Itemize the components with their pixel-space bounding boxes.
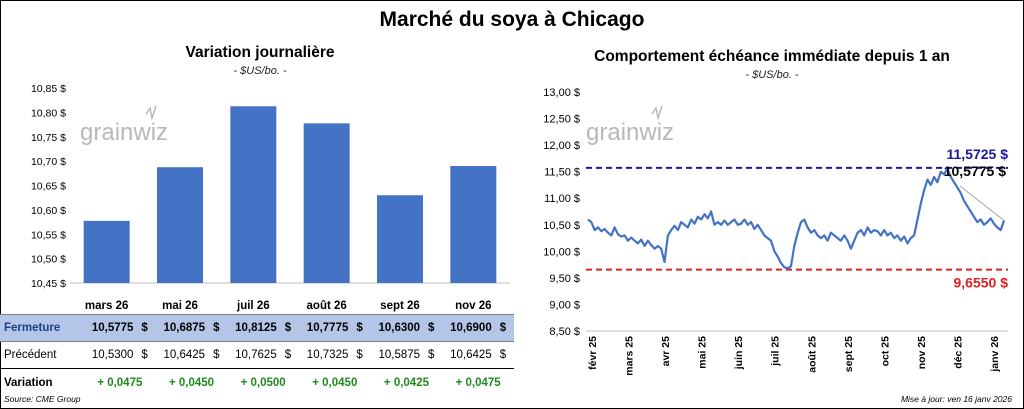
y-tick-label: 10,50 $: [543, 220, 580, 232]
low-label: 9,6550 $: [954, 275, 1009, 291]
x-tick-label: nov 26: [455, 300, 491, 312]
table-cell: 10,6875 $: [155, 314, 228, 342]
bar: [83, 220, 130, 283]
y-tick-label: 10,65 $: [31, 181, 66, 193]
row-label: Fermeture: [0, 314, 84, 342]
y-tick-label: 10,45 $: [31, 278, 66, 290]
logo-mark: [145, 105, 157, 121]
bar: [303, 123, 350, 283]
table-cell: + 0,0450: [155, 368, 228, 396]
y-tick-label: 10,75 $: [31, 132, 66, 144]
x-tick-label: avr 25: [660, 336, 672, 367]
x-tick-label: mars 26: [85, 300, 128, 312]
table-cell: 10,7625 $: [235, 349, 292, 361]
table-cell: + 0,0475: [442, 368, 514, 396]
y-tick-label: 10,60 $: [31, 205, 66, 217]
y-tick-label: 13,00 $: [543, 87, 580, 99]
bar: [450, 166, 497, 283]
line-chart: grainwiz 8,50 $ 9,00 $ 9,50 $ 10,00 $ 10,50 $…: [543, 87, 1009, 376]
x-tick-label: juil 26: [236, 300, 270, 312]
table-row-previous: Précédent 10,5300 $ 10,6425 $ 10,7625 $ 10,…: [0, 342, 514, 369]
x-tick-label: mai 26: [162, 300, 198, 312]
table-cell: 10,6425 $: [450, 349, 507, 361]
y-tick-label: 12,00 $: [543, 140, 580, 152]
x-tick-label: juil 25: [770, 336, 782, 367]
source-note: Source: CME Group: [4, 394, 81, 404]
bar-chart-unit: - $US/bo. -: [233, 65, 287, 77]
x-tick-label: déc 25: [952, 336, 964, 369]
x-tick-label: sept 25: [843, 336, 855, 372]
y-tick-label: 10,70 $: [31, 156, 66, 168]
table-cell: 10,6300 $: [370, 314, 443, 342]
y-tick-label: 10,50 $: [31, 254, 66, 266]
table-cell: + 0,0500: [227, 368, 299, 396]
bar: [157, 167, 203, 283]
y-tick-label: 12,50 $: [543, 114, 580, 126]
x-tick-label: janv 26: [989, 336, 1001, 373]
last-value-leader: [959, 185, 1005, 221]
y-tick-label: 10,80 $: [31, 107, 66, 119]
table-cell: 10,5875 $: [378, 349, 435, 361]
table-cell: 10,5300 $: [91, 349, 148, 361]
y-tick-label: 10,00 $: [543, 246, 580, 258]
y-tick-label: 10,85 $: [31, 83, 66, 95]
y-tick-label: 9,00 $: [549, 299, 580, 311]
logo-mark: [651, 105, 663, 121]
table-cell: 10,8125 $: [227, 314, 299, 342]
table-cell: 10,7775 $: [298, 314, 371, 342]
table-cell: + 0,0450: [298, 368, 371, 396]
x-tick-label: oct 25: [879, 336, 891, 367]
table-row-close: Fermeture 10,5775 $ 10,6875 $ 10,8125 $ 10,…: [0, 314, 514, 342]
x-tick-label: mai 25: [697, 336, 709, 369]
price-table: Fermeture 10,5775 $ 10,6875 $ 10,8125 $ 10,…: [0, 314, 514, 396]
update-note: Mise à jour: ven 16 janv 2026: [900, 394, 1012, 404]
x-tick-label: févr 25: [587, 336, 599, 370]
bar: [230, 106, 277, 283]
table-cell: + 0,0425: [370, 368, 443, 396]
x-tick-label: juin 25: [733, 336, 745, 370]
grainwiz-logo: grainwiz: [80, 119, 168, 146]
table-row-change: Variation + 0,0475 + 0,0450 + 0,0500 + 0…: [0, 368, 514, 396]
price-line: [587, 167, 1006, 270]
table-cell: + 0,0475: [84, 368, 156, 396]
bar-chart: grainwiz 10,45 $ 10,50 $ 10,55 $ 10,60 $ 10,6…: [31, 83, 510, 312]
table-cell: 10,5775 $: [84, 314, 156, 342]
last-value-label: 10,5775 $: [944, 163, 1006, 179]
y-tick-label: 11,50 $: [544, 167, 580, 179]
y-tick-label: 9,50 $: [549, 273, 580, 285]
grainwiz-logo: grainwiz: [586, 119, 674, 146]
bar: [377, 195, 423, 283]
page-title: Marché du soya à Chicago: [379, 8, 645, 31]
table-cell: 10,7325 $: [306, 349, 363, 361]
x-tick-label: sept 26: [380, 300, 420, 312]
y-tick-label: 8,50 $: [549, 326, 580, 338]
table-cell: 10,6900 $: [442, 314, 514, 342]
table-cell: 10,6425 $: [163, 349, 220, 361]
x-tick-label: mars 25: [624, 336, 636, 376]
row-label: Précédent: [4, 349, 57, 361]
line-chart-unit: - $US/bo. -: [745, 69, 799, 81]
x-tick-label: août 25: [806, 336, 818, 373]
y-tick-label: 10,55 $: [31, 229, 66, 241]
line-chart-title: Comportement échéance immédiate depuis 1…: [594, 48, 950, 65]
y-tick-label: 11,00 $: [544, 193, 580, 205]
bar-chart-title: Variation journalière: [185, 44, 335, 61]
high-label: 11,5725 $: [946, 146, 1008, 162]
x-tick-label: nov 25: [916, 336, 928, 369]
x-tick-label: août 26: [307, 300, 347, 312]
row-label: Variation: [0, 368, 84, 396]
